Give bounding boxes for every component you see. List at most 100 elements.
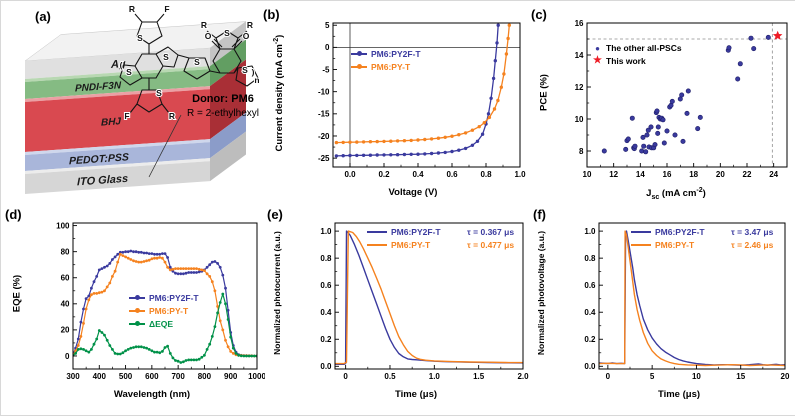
svg-text:14: 14 bbox=[575, 51, 584, 60]
svg-text:22: 22 bbox=[743, 170, 752, 179]
b-x-axis-label: Voltage (V) bbox=[388, 187, 438, 198]
pndi-top-strip bbox=[25, 66, 210, 82]
svg-text:-15: -15 bbox=[318, 110, 330, 119]
svg-text:5: 5 bbox=[325, 21, 330, 30]
d-y-axis-label: EQE (%) bbox=[11, 274, 23, 313]
panel-label-e: (e) bbox=[267, 207, 283, 222]
svg-text:R: R bbox=[129, 4, 135, 14]
legend-item: PM6:PY-T bbox=[129, 304, 199, 317]
legend-item: PM6:PY2F-T bbox=[129, 291, 199, 304]
legend-item: PM6:PY2F-T bbox=[351, 47, 421, 60]
svg-text:-10: -10 bbox=[318, 87, 330, 96]
legend-marker-icon bbox=[129, 321, 145, 326]
legend-item: PM6:PY2F-T τ = 3.47 μs bbox=[631, 225, 773, 238]
svg-text:5: 5 bbox=[650, 372, 655, 381]
svg-text:0.0: 0.0 bbox=[584, 362, 596, 371]
legend-marker-icon bbox=[631, 243, 651, 246]
panel-label-b: (b) bbox=[263, 7, 280, 22]
svg-text:R: R bbox=[169, 111, 175, 121]
svg-text:0.2: 0.2 bbox=[584, 335, 596, 344]
svg-text:0.4: 0.4 bbox=[320, 308, 332, 317]
svg-text:0.8: 0.8 bbox=[584, 254, 596, 263]
svg-text:-25: -25 bbox=[318, 154, 330, 163]
svg-text:60: 60 bbox=[61, 274, 70, 283]
layer-stack: Ag PNDI-F3N BHJ PEDOT:PSS ITO Glass bbox=[24, 21, 247, 194]
svg-text:(: ( bbox=[120, 60, 123, 70]
panel-label-f: (f) bbox=[533, 207, 546, 222]
legend-item: PM6:PY-T bbox=[351, 60, 421, 73]
ito-front-face bbox=[25, 161, 210, 194]
svg-text:): ) bbox=[252, 67, 255, 77]
svg-text:2.0: 2.0 bbox=[517, 372, 529, 381]
tau-value: τ = 2.46 μs bbox=[731, 239, 774, 250]
svg-text:20: 20 bbox=[61, 326, 70, 335]
svg-text:0: 0 bbox=[65, 352, 70, 361]
svg-text:0.8: 0.8 bbox=[480, 170, 492, 179]
c-y-axis-label: PCE (%) bbox=[538, 74, 550, 111]
f-y-axis-label: Normalized photovoltage (a.u.) bbox=[536, 230, 546, 356]
f-legend: PM6:PY2F-T τ = 3.47 μs PM6:PY-T τ = 2.46 μ… bbox=[631, 225, 773, 251]
svg-text:1.0: 1.0 bbox=[514, 170, 526, 179]
svg-text:0.4: 0.4 bbox=[584, 308, 596, 317]
b-legend: PM6:PY2F-T PM6:PY-T bbox=[351, 47, 421, 73]
svg-text:0.0: 0.0 bbox=[344, 170, 356, 179]
panel-label-d: (d) bbox=[5, 207, 22, 222]
svg-text:O: O bbox=[205, 31, 212, 41]
svg-text:700: 700 bbox=[171, 372, 185, 381]
ito-side-face bbox=[210, 131, 246, 182]
svg-text:0.8: 0.8 bbox=[320, 254, 332, 263]
svg-text:1000: 1000 bbox=[248, 372, 265, 381]
svg-text:F: F bbox=[164, 4, 169, 14]
svg-text:24: 24 bbox=[769, 170, 778, 179]
svg-text:0.4: 0.4 bbox=[412, 170, 424, 179]
svg-text:300: 300 bbox=[66, 372, 80, 381]
svg-text:S: S bbox=[242, 65, 248, 75]
svg-text:0.2: 0.2 bbox=[378, 170, 390, 179]
svg-text:40: 40 bbox=[61, 300, 70, 309]
layer-label-pedot: PEDOT:PSS bbox=[69, 151, 129, 167]
donor-subtitle: R = 2-ethylhexyl bbox=[187, 108, 259, 119]
svg-text:900: 900 bbox=[224, 372, 238, 381]
svg-text:S: S bbox=[224, 28, 230, 38]
ito-top-strip bbox=[25, 158, 210, 174]
svg-text:S: S bbox=[137, 33, 143, 43]
svg-text:-20: -20 bbox=[318, 132, 330, 141]
svg-text:1.0: 1.0 bbox=[429, 372, 441, 381]
legend-item: The other all-PSCs bbox=[593, 41, 682, 54]
c-legend: The other all-PSCs This work bbox=[593, 41, 682, 67]
svg-text:0: 0 bbox=[325, 43, 330, 52]
svg-text:12: 12 bbox=[609, 170, 618, 179]
b-y-axis-label: Current density (mA cm-2) bbox=[272, 34, 286, 152]
pce-jsc-scatter-chart: 10 12 14 16 18 20 22 24 8 10 12 14 16 bbox=[575, 19, 788, 179]
legend-marker-icon bbox=[351, 64, 367, 69]
svg-text:0.6: 0.6 bbox=[584, 281, 596, 290]
svg-text:600: 600 bbox=[145, 372, 159, 381]
panel-label-a: (a) bbox=[35, 9, 51, 24]
svg-text:0.5: 0.5 bbox=[384, 372, 396, 381]
d-legend: PM6:PY2F-T PM6:PY-T ΔEQE bbox=[129, 291, 199, 330]
svg-text:1.0: 1.0 bbox=[584, 227, 596, 236]
svg-text:0.0: 0.0 bbox=[320, 362, 332, 371]
device-stack-illustration: Ag PNDI-F3N BHJ PEDOT:PSS ITO Glass R F S S… bbox=[24, 3, 259, 194]
svg-text:800: 800 bbox=[198, 372, 212, 381]
svg-text:S: S bbox=[126, 67, 132, 77]
legend-marker-icon bbox=[367, 230, 387, 233]
legend-item: PM6:PY2F-T τ = 0.367 μs bbox=[367, 225, 514, 238]
svg-text:O: O bbox=[243, 31, 250, 41]
svg-text:16: 16 bbox=[663, 170, 672, 179]
pndi-front-face bbox=[25, 69, 210, 99]
legend-item: PM6:PY-T τ = 0.477 μs bbox=[367, 238, 514, 251]
svg-text:1.5: 1.5 bbox=[473, 372, 485, 381]
svg-text:0.2: 0.2 bbox=[320, 335, 332, 344]
photocurrent-decay-chart: 0 0.5 1.0 1.5 2.0 0.0 0.2 0.4 0.6 0.8 1.0 bbox=[320, 222, 529, 381]
e-legend: PM6:PY2F-T τ = 0.367 μs PM6:PY-T τ = 0.477… bbox=[367, 225, 514, 251]
layer-label-pndi: PNDI-F3N bbox=[75, 80, 122, 94]
ag-side-face bbox=[210, 21, 246, 67]
d-x-axis-label: Wavelength (nm) bbox=[113, 389, 191, 400]
pedot-top-strip bbox=[25, 139, 210, 155]
svg-text:12: 12 bbox=[575, 83, 584, 92]
svg-text:S: S bbox=[156, 88, 162, 98]
svg-text:80: 80 bbox=[61, 247, 70, 256]
